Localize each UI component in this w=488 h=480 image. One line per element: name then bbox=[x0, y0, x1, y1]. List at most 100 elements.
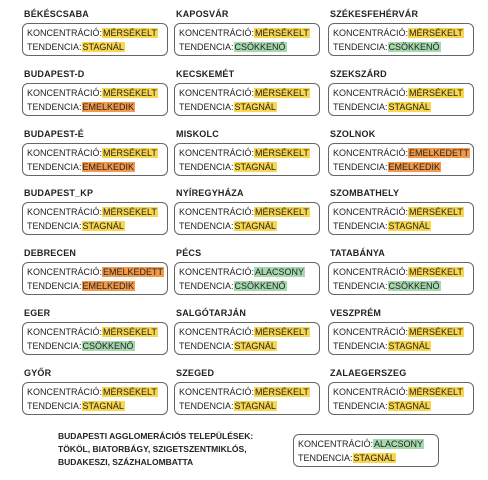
field-label: KONCENTRÁCIÓ: bbox=[333, 28, 409, 38]
card-line: TENDENCIA:STAGNÁL bbox=[179, 100, 315, 114]
status-tag: STAGNÁL bbox=[387, 341, 431, 351]
card-line: TENDENCIA:STAGNÁL bbox=[27, 219, 163, 233]
card-line: KONCENTRÁCIÓ:MÉRSÉKELT bbox=[27, 385, 163, 399]
card-line: TENDENCIA:STAGNÁL bbox=[298, 451, 434, 465]
status-tag: STAGNÁL bbox=[81, 221, 125, 232]
card: KONCENTRÁCIÓ:ALACSONY TENDENCIA:CSÖKKENŐ bbox=[174, 262, 320, 296]
city-name: TATABÁNYA bbox=[330, 248, 385, 259]
field-label: KONCENTRÁCIÓ: bbox=[27, 28, 103, 38]
status-tag: MÉRSÉKELT bbox=[102, 28, 158, 38]
status-tag: CSÖKKENŐ bbox=[233, 281, 287, 292]
city-name: SZEGED bbox=[176, 367, 215, 378]
status-tag: MÉRSÉKELT bbox=[408, 386, 464, 397]
card-line: KONCENTRÁCIÓ:MÉRSÉKELT bbox=[179, 325, 315, 339]
card-line: KONCENTRÁCIÓ:MÉRSÉKELT bbox=[27, 205, 163, 219]
field-label: KONCENTRÁCIÓ: bbox=[179, 87, 255, 98]
field-label: KONCENTRÁCIÓ: bbox=[179, 147, 255, 158]
city-name: SZEKSZÁRD bbox=[330, 68, 387, 79]
field-label: KONCENTRÁCIÓ: bbox=[179, 267, 255, 278]
status-tag: EMELKEDIK bbox=[81, 281, 136, 292]
card: KONCENTRÁCIÓ:MÉRSÉKELT TENDENCIA:STAGNÁL bbox=[174, 202, 320, 236]
card: KONCENTRÁCIÓ:MÉRSÉKELT TENDENCIA:EMELKEDI… bbox=[22, 142, 168, 176]
status-tag: MÉRSÉKELT bbox=[102, 327, 158, 337]
card-line: TENDENCIA:STAGNÁL bbox=[179, 399, 315, 413]
card-line: TENDENCIA:STAGNÁL bbox=[179, 219, 315, 233]
field-label: TENDENCIA: bbox=[333, 341, 388, 351]
field-label: TENDENCIA: bbox=[179, 281, 234, 292]
city-name: BUDAPEST-D bbox=[24, 68, 85, 79]
card-line: KONCENTRÁCIÓ:MÉRSÉKELT bbox=[179, 146, 315, 160]
card-line: TENDENCIA:EMELKEDIK bbox=[27, 160, 163, 174]
status-tag: CSÖKKENŐ bbox=[387, 281, 441, 292]
city-name: SZOMBATHELY bbox=[330, 188, 400, 199]
field-label: KONCENTRÁCIÓ: bbox=[298, 439, 374, 449]
status-tag: EMELKEDIK bbox=[81, 161, 136, 172]
field-label: KONCENTRÁCIÓ: bbox=[27, 147, 103, 158]
field-label: TENDENCIA: bbox=[27, 400, 82, 411]
field-label: KONCENTRÁCIÓ: bbox=[333, 267, 409, 278]
status-tag: STAGNÁL bbox=[233, 161, 277, 172]
status-tag: STAGNÁL bbox=[387, 101, 431, 112]
status-tag: STAGNÁL bbox=[352, 453, 396, 463]
card-line: TENDENCIA:CSÖKKENŐ bbox=[27, 339, 163, 353]
field-label: TENDENCIA: bbox=[333, 221, 388, 232]
status-tag: MÉRSÉKELT bbox=[102, 147, 158, 158]
card-line: TENDENCIA:STAGNÁL bbox=[179, 160, 315, 174]
city-name: DEBRECEN bbox=[24, 248, 77, 259]
field-label: TENDENCIA: bbox=[333, 161, 388, 172]
field-label: KONCENTRÁCIÓ: bbox=[179, 28, 255, 38]
card-line: TENDENCIA:STAGNÁL bbox=[27, 40, 163, 54]
card: KONCENTRÁCIÓ:MÉRSÉKELT TENDENCIA:STAGNÁL bbox=[174, 322, 320, 355]
card-line: KONCENTRÁCIÓ:MÉRSÉKELT bbox=[27, 325, 163, 339]
field-label: TENDENCIA: bbox=[333, 42, 388, 52]
field-label: KONCENTRÁCIÓ: bbox=[333, 327, 409, 337]
card-line: KONCENTRÁCIÓ:MÉRSÉKELT bbox=[27, 146, 163, 160]
card: KONCENTRÁCIÓ:MÉRSÉKELT TENDENCIA:STAGNÁL bbox=[22, 202, 168, 236]
card: KONCENTRÁCIÓ:MÉRSÉKELT TENDENCIA:STAGNÁL bbox=[22, 23, 168, 56]
city-name: KAPOSVÁR bbox=[176, 9, 229, 19]
status-tag: MÉRSÉKELT bbox=[102, 207, 158, 218]
status-tag: MÉRSÉKELT bbox=[254, 147, 310, 158]
card-line: TENDENCIA:STAGNÁL bbox=[333, 219, 469, 233]
field-label: KONCENTRÁCIÓ: bbox=[333, 207, 409, 218]
card: KONCENTRÁCIÓ:MÉRSÉKELT TENDENCIA:CSÖKKENŐ bbox=[328, 262, 474, 296]
card-line: TENDENCIA:STAGNÁL bbox=[333, 339, 469, 353]
card: KONCENTRÁCIÓ:MÉRSÉKELT TENDENCIA:CSÖKKENŐ bbox=[22, 322, 168, 355]
card-line: KONCENTRÁCIÓ:MÉRSÉKELT bbox=[179, 205, 315, 219]
card-line: TENDENCIA:STAGNÁL bbox=[333, 399, 469, 413]
status-tag: MÉRSÉKELT bbox=[408, 267, 464, 278]
city-name: NYÍREGYHÁZA bbox=[176, 188, 244, 199]
card-line: TENDENCIA:CSÖKKENŐ bbox=[179, 40, 315, 54]
card: KONCENTRÁCIÓ:EMELKEDETT TENDENCIA:EMELKED… bbox=[22, 262, 168, 296]
field-label: TENDENCIA: bbox=[333, 101, 388, 112]
card-line: TENDENCIA:EMELKEDIK bbox=[27, 279, 163, 293]
status-tag: STAGNÁL bbox=[387, 221, 431, 232]
card-line: KONCENTRÁCIÓ:MÉRSÉKELT bbox=[179, 86, 315, 100]
status-tag: STAGNÁL bbox=[233, 221, 277, 232]
city-name: SZOLNOK bbox=[330, 128, 376, 139]
field-label: TENDENCIA: bbox=[179, 221, 234, 232]
card: KONCENTRÁCIÓ:MÉRSÉKELT TENDENCIA:CSÖKKENŐ bbox=[174, 23, 320, 56]
field-label: TENDENCIA: bbox=[27, 101, 82, 112]
city-name: EGER bbox=[24, 308, 51, 318]
card-line: KONCENTRÁCIÓ:MÉRSÉKELT bbox=[333, 86, 469, 100]
field-label: TENDENCIA: bbox=[179, 42, 234, 52]
card: KONCENTRÁCIÓ:MÉRSÉKELT TENDENCIA:STAGNÁL bbox=[328, 202, 474, 236]
status-tag: EMELKEDIK bbox=[81, 101, 136, 112]
card: KONCENTRÁCIÓ:ALACSONY TENDENCIA:STAGNÁL bbox=[293, 434, 439, 467]
card: KONCENTRÁCIÓ:MÉRSÉKELT TENDENCIA:EMELKEDI… bbox=[22, 82, 168, 116]
field-label: TENDENCIA: bbox=[298, 453, 353, 463]
card: KONCENTRÁCIÓ:MÉRSÉKELT TENDENCIA:STAGNÁL bbox=[328, 322, 474, 355]
card: KONCENTRÁCIÓ:MÉRSÉKELT TENDENCIA:STAGNÁL bbox=[328, 381, 474, 415]
field-label: KONCENTRÁCIÓ: bbox=[27, 87, 103, 98]
city-name: ZALAEGERSZEG bbox=[330, 367, 407, 378]
city-name: GYŐR bbox=[24, 367, 52, 378]
card: KONCENTRÁCIÓ:MÉRSÉKELT TENDENCIA:STAGNÁL bbox=[174, 381, 320, 415]
card-line: KONCENTRÁCIÓ:MÉRSÉKELT bbox=[333, 26, 469, 40]
status-tag: MÉRSÉKELT bbox=[408, 87, 464, 98]
card: KONCENTRÁCIÓ:MÉRSÉKELT TENDENCIA:STAGNÁL bbox=[174, 142, 320, 176]
status-tag: EMELKEDIK bbox=[387, 161, 442, 172]
field-label: TENDENCIA: bbox=[27, 341, 82, 351]
card-line: KONCENTRÁCIÓ:ALACSONY bbox=[298, 437, 434, 451]
